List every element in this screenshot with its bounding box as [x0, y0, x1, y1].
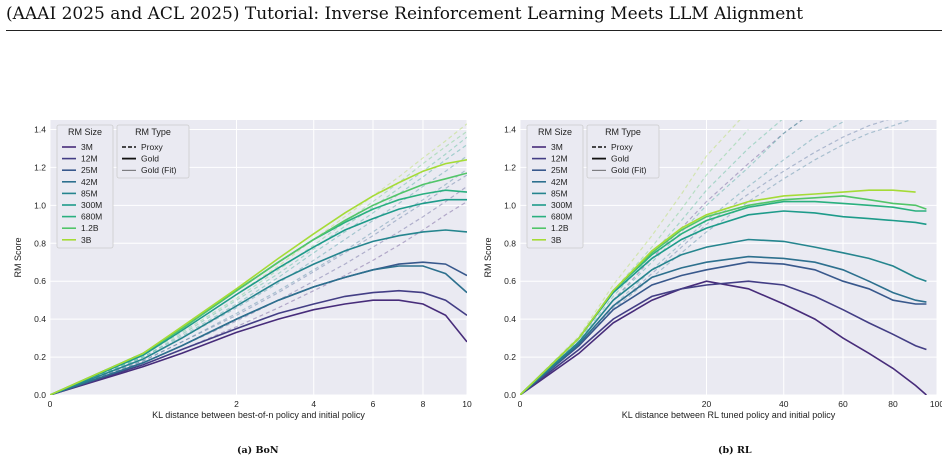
y-tick-label: 0.8: [504, 238, 516, 248]
legend-size-entry: 1.2B: [551, 223, 569, 233]
page-header-title: (AAAI 2025 and ACL 2025) Tutorial: Inver…: [6, 4, 804, 24]
chart-bon: 0.0 0.2 0.4 0.6 0.8 1.0 1.2 1.4 0 2 4 6 8 10 KL distan…: [13, 120, 472, 420]
legend-size-entry: 12M: [551, 154, 568, 164]
proxy-line-42M: [50, 168, 467, 395]
legend-type-entry: Proxy: [611, 142, 633, 152]
legend-size-entry: 3B: [81, 235, 92, 245]
y-tick-label: 1.0: [504, 200, 516, 210]
legend-type-box: [586, 124, 660, 179]
legend-size-entry: 1.2B: [81, 223, 99, 233]
proxy-line-3M: [50, 201, 467, 395]
legend-size-entry: 680M: [81, 212, 102, 222]
y-tick-label: 0.2: [504, 352, 516, 362]
gold-line-3B: [50, 159, 467, 395]
legend-size-title: RM Size: [538, 127, 572, 137]
x-tick-label: 40: [779, 399, 789, 409]
y-tick-label: 1.4: [34, 124, 46, 134]
legend-size-title: RM Size: [68, 127, 102, 137]
proxy-line-680M: [50, 136, 467, 395]
x-tick-label: 20: [702, 399, 712, 409]
legend-type-box: [116, 124, 190, 179]
legend-size-entry: 3M: [551, 142, 563, 152]
y-axis-label: RM Score: [483, 237, 493, 277]
proxy-line-1.2B: [520, 129, 749, 395]
caption-rl: (b) RL: [718, 445, 752, 456]
gold-line-1.2B: [50, 172, 467, 395]
x-tick-label: 0: [48, 399, 53, 409]
legend-type-entry: Proxy: [141, 142, 163, 152]
x-tick-label: 8: [421, 399, 426, 409]
gold-line-12M: [520, 280, 927, 395]
legend-size-entry: 42M: [81, 177, 98, 187]
legend-size-entry: 680M: [551, 212, 572, 222]
proxy-line-85M: [520, 121, 844, 395]
x-axis-label: KL distance between RL tuned policy and …: [622, 410, 836, 420]
legend-type-entry: Gold (Fit): [141, 165, 177, 175]
gold-line-42M: [50, 265, 467, 395]
y-tick-label: 0.8: [34, 238, 46, 248]
gold-line-3M: [520, 280, 927, 395]
chart-rl: 0.0 0.2 0.4 0.6 0.8 1.0 1.2 1.4 0 20 40 60 80 100 KL d…: [483, 120, 942, 420]
y-tick-label: 0.6: [504, 276, 516, 286]
gold-line-85M: [50, 229, 467, 395]
legend-size-entry: 85M: [81, 188, 98, 198]
header-divider: [6, 30, 942, 31]
legend-size-entry: 25M: [81, 165, 98, 175]
series-group: [520, 120, 927, 395]
proxy-line-42M: [520, 120, 912, 395]
legend-size-entry: 3M: [81, 142, 93, 152]
y-tick-label: 1.2: [504, 162, 516, 172]
y-tick-label: 1.2: [34, 162, 46, 172]
gold-line-300M: [520, 210, 927, 395]
series-group: [50, 123, 467, 395]
gold-line-42M: [520, 255, 927, 395]
legend-type-entry: Gold: [141, 154, 159, 164]
x-axis-label: KL distance between best-of-n policy and…: [152, 410, 365, 420]
x-tick-label: 2: [234, 399, 239, 409]
y-tick-label: 0.4: [34, 314, 46, 324]
y-tick-label: 1.4: [504, 124, 516, 134]
gold-line-3B: [520, 189, 916, 395]
y-tick-label: 0.2: [34, 352, 46, 362]
x-tick-label: 0: [518, 399, 523, 409]
x-tick-label: 4: [311, 399, 316, 409]
y-tick-label: 0.4: [504, 314, 516, 324]
caption-bon: (a) BoN: [237, 445, 279, 456]
legend-size-entry: 3B: [551, 235, 562, 245]
x-tick-label: 80: [888, 399, 898, 409]
proxy-line-3M: [520, 120, 803, 395]
legend-size-entry: 300M: [81, 200, 102, 210]
legend-type-title: RM Type: [605, 127, 641, 137]
legend-size-entry: 12M: [81, 154, 98, 164]
gold-line-12M: [50, 289, 467, 395]
y-axis-label: RM Score: [13, 237, 23, 277]
x-tick-label: 100: [930, 399, 942, 409]
y-tick-label: 1.0: [34, 200, 46, 210]
proxy-line-3B: [520, 120, 741, 395]
gold-line-25M: [520, 261, 927, 395]
proxy-line-25M: [50, 174, 467, 395]
gold-line-3M: [50, 299, 467, 395]
x-tick-label: 60: [838, 399, 848, 409]
y-tick-label: 0.0: [34, 390, 46, 400]
legend-size-entry: 300M: [551, 200, 572, 210]
y-tick-label: 0.6: [34, 276, 46, 286]
proxy-line-1.2B: [50, 130, 467, 395]
x-tick-label: 10: [462, 399, 472, 409]
legend-type-entry: Gold: [611, 154, 629, 164]
x-tick-label: 6: [371, 399, 376, 409]
proxy-line-3B: [50, 123, 467, 395]
y-tick-label: 0.0: [504, 390, 516, 400]
legend-size-entry: 42M: [551, 177, 568, 187]
legend-size-entry: 85M: [551, 188, 568, 198]
gold-line-85M: [520, 238, 927, 395]
legend-type-title: RM Type: [135, 127, 171, 137]
legend-size-entry: 25M: [551, 165, 568, 175]
gold-line-300M: [50, 198, 467, 395]
legend-type-entry: Gold (Fit): [611, 165, 647, 175]
